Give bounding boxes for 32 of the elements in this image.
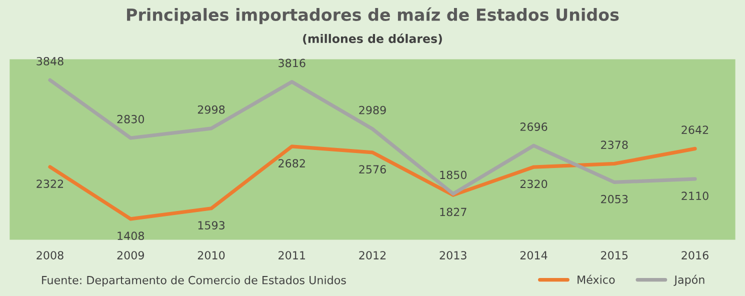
data-label: 3816 [278,58,306,68]
legend-label: Japón [674,274,704,286]
source-note: Fuente: Departamento de Comercio de Estados Unidos [42,276,346,286]
x-tick-label: 2008 [36,251,64,260]
x-tick-label: 2011 [278,251,305,260]
data-label: 2642 [682,126,708,134]
data-label: 2378 [601,140,628,150]
data-label: 1593 [198,221,224,230]
chart-subtitle: (millones de dólares) [303,33,442,44]
data-label: 2696 [520,122,548,131]
chart-title: Principales importadores de maíz de Estados Unidos [127,7,619,24]
data-label: 2322 [36,180,64,188]
x-tick-label: 2014 [520,251,548,260]
data-label: 2830 [117,114,144,124]
x-tick-label: 2013 [440,251,466,260]
data-label: 2320 [520,180,548,188]
data-label: 1850 [440,170,467,180]
legend-label: México [578,274,615,284]
x-tick-label: 2010 [198,251,225,260]
x-tick-label: 2015 [601,251,628,260]
data-label: 2110 [682,192,708,200]
data-label: 2989 [359,106,386,114]
x-tick-label: 2012 [359,251,386,260]
data-label: 2998 [198,105,225,114]
data-label: 2682 [278,159,305,168]
data-label: 2576 [359,165,386,174]
x-tick-label: 2016 [682,251,708,260]
data-label: 2053 [601,194,628,204]
data-label: 1827 [440,208,466,216]
x-tick-label: 2009 [117,251,144,260]
data-label: 1408 [118,232,144,240]
data-label: 3848 [36,56,64,66]
